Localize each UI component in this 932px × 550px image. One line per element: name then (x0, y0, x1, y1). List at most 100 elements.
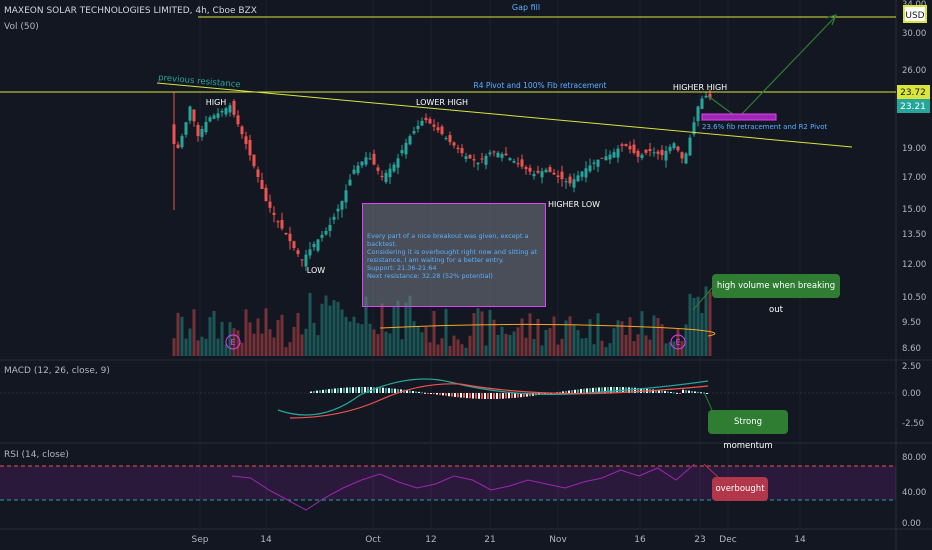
time-tick-label: 14 (794, 535, 806, 545)
candle-body (588, 165, 592, 172)
volume-bar (468, 335, 472, 356)
macd-pane (0, 378, 896, 419)
volume-bar (320, 303, 324, 356)
macd-histogram-bar (421, 392, 423, 394)
volume-bar (532, 339, 536, 356)
candle-body (380, 175, 384, 177)
candle-body (492, 151, 496, 153)
volume-bar (280, 314, 284, 356)
macd-histogram-bar (592, 387, 594, 393)
volume-bar (632, 340, 636, 356)
volume-bar (608, 343, 612, 356)
volume-bar (460, 344, 464, 356)
volume-bar (680, 340, 684, 356)
macd-histogram-bar (607, 387, 609, 393)
macd-histogram-bar (568, 390, 570, 393)
earnings-marker (225, 334, 241, 350)
rsi-label[interactable]: RSI (14, close) (4, 450, 69, 460)
candle-body (560, 171, 564, 180)
volume-bar (420, 332, 424, 356)
volume-bar (440, 338, 444, 356)
candle-body (464, 156, 468, 159)
macd-histogram-bar (520, 393, 522, 398)
macd-histogram-bar (349, 387, 351, 393)
volume-bar (620, 321, 624, 356)
volume-bar (476, 308, 480, 356)
volume-bar (456, 339, 460, 356)
candle-body (220, 110, 224, 113)
high-label: HIGH (206, 98, 227, 107)
macd-histogram-bar (481, 393, 483, 399)
candle-body (392, 164, 396, 172)
candle-body (316, 239, 320, 251)
volume-bar (512, 331, 516, 356)
volume-bar (324, 295, 328, 356)
macd-histogram-bar (697, 391, 699, 393)
volume-indicator-label[interactable]: Vol (50) (4, 22, 39, 32)
macd-histogram-bar (412, 390, 414, 393)
currency-badge[interactable]: USD (903, 5, 927, 23)
macd-histogram-bar (595, 387, 597, 393)
candle-body (584, 168, 588, 178)
candle-body (256, 169, 260, 177)
candle-body (228, 105, 232, 113)
macd-histogram-bar (559, 391, 561, 393)
candle-body (696, 106, 700, 122)
volume-bar (592, 344, 596, 356)
volume-bar (664, 343, 668, 356)
candle-body (244, 136, 248, 145)
candle-body (332, 216, 336, 220)
rsi-tick-label: 40.00 (902, 488, 926, 498)
candle-body (700, 98, 704, 109)
candle-body (432, 124, 436, 127)
note-line: backtest. (367, 240, 397, 248)
candle-body (532, 174, 536, 177)
macd-histogram-bar (376, 387, 378, 393)
macd-histogram-bar (583, 388, 585, 393)
candle-body (388, 168, 392, 178)
macd-histogram-bar (361, 387, 363, 393)
volume-bar (572, 324, 576, 356)
volume-bar (428, 342, 432, 356)
volume-bar (684, 324, 688, 356)
volume-bar (600, 340, 604, 356)
volume-bar (692, 297, 696, 356)
momentum-callout[interactable]: Strong momentum (708, 410, 788, 451)
volume-bar (704, 286, 708, 356)
macd-histogram-bar (577, 389, 579, 393)
volume-bar (564, 320, 568, 356)
volume-bar (240, 342, 244, 356)
note-line: Considering it is overbought right now a… (367, 248, 538, 256)
macd-histogram-bar (391, 388, 393, 393)
macd-label[interactable]: MACD (12, 26, close, 9) (4, 366, 110, 376)
volume-callout[interactable]: high volume when breaking out (712, 274, 840, 315)
candle-body (476, 162, 480, 165)
analysis-note[interactable]: Every part of a nice breakout was given,… (362, 203, 546, 307)
volume-bar (216, 338, 220, 356)
volume-bar (644, 335, 648, 356)
volume-ma-line (379, 323, 715, 337)
candle-body (188, 106, 192, 121)
candle-body (300, 259, 304, 261)
volume-bar (488, 310, 492, 356)
price-tick-label: 10.50 (902, 293, 926, 303)
volume-bar (552, 316, 556, 356)
volume-bar (560, 338, 564, 356)
note-line: Every part of a nice breakout was given,… (367, 232, 529, 240)
macd-histogram-bar (439, 393, 441, 395)
candle-body (176, 144, 180, 148)
volume-bar (296, 312, 300, 356)
overbought-callout[interactable]: overbought (712, 477, 768, 501)
macd-histogram-bar (496, 393, 498, 399)
macd-histogram-bar (667, 391, 669, 393)
volume-bar (384, 331, 388, 356)
volume-bar (220, 321, 224, 356)
candle-body (324, 230, 328, 235)
last-price-tag (897, 99, 930, 113)
candle-body (668, 146, 672, 152)
candle-body (644, 149, 648, 153)
candle-body (660, 149, 664, 156)
candle-body (232, 100, 236, 115)
candle-body (420, 120, 424, 126)
